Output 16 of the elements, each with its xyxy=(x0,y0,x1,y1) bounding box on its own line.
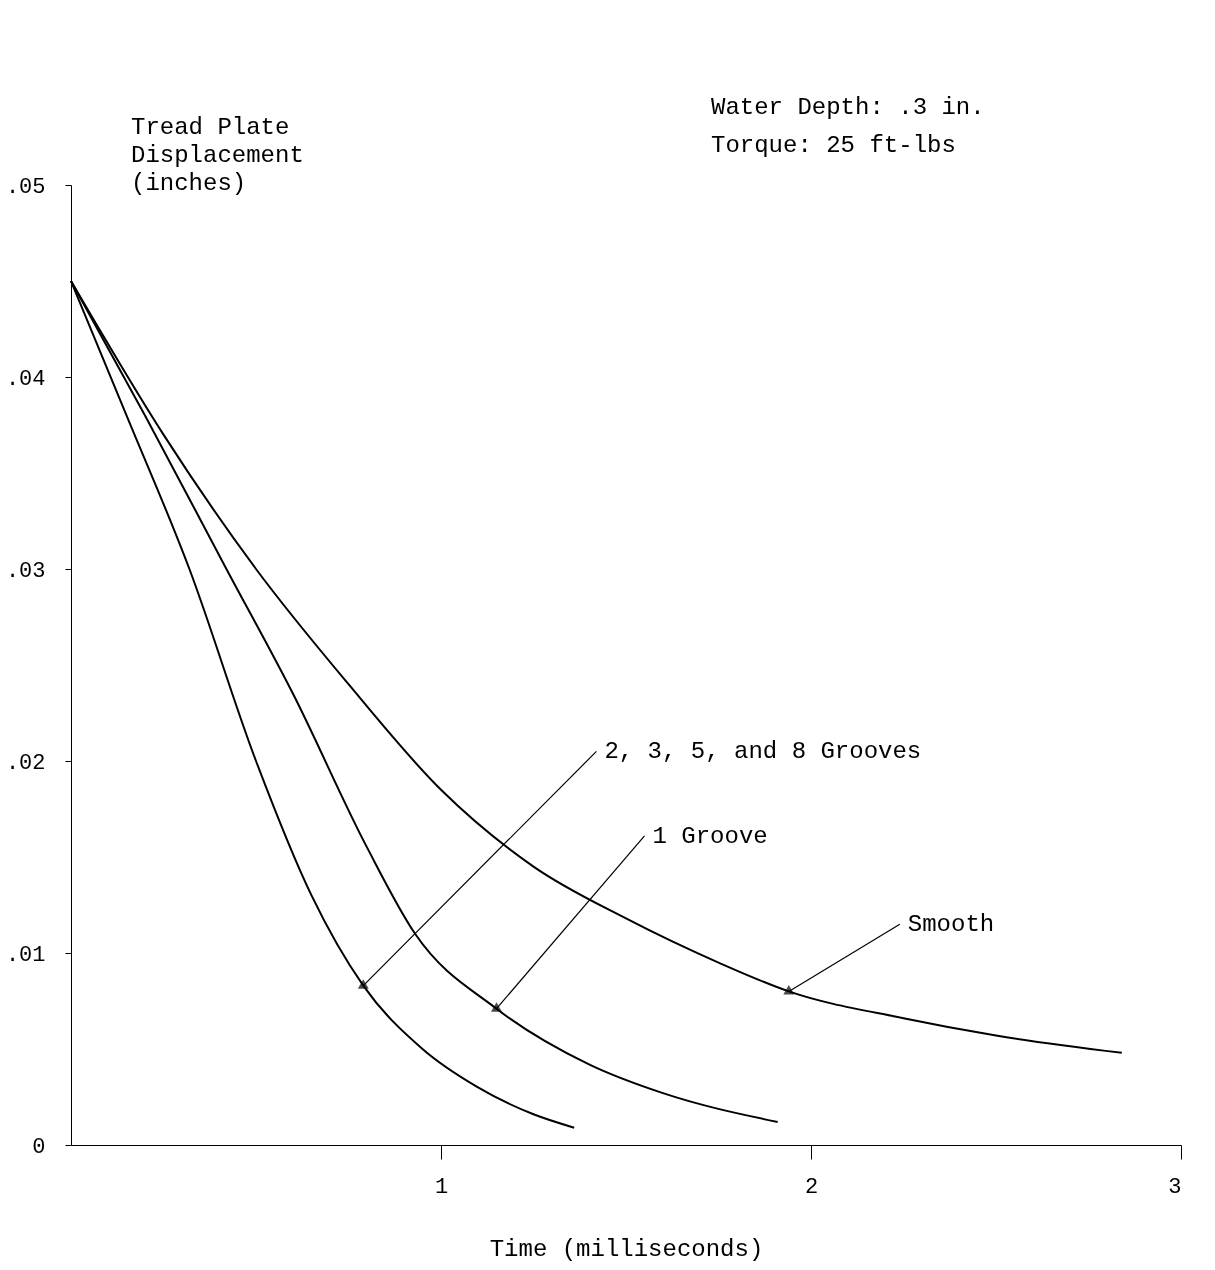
x-tick-label: 3 xyxy=(1168,1174,1182,1200)
text: 2, 3, 5, and 8 Grooves xyxy=(604,738,922,766)
x-tick-label: 1 xyxy=(434,1174,449,1200)
y-tick-label: .05 xyxy=(5,174,46,200)
text: Water Depth: .3 in. xyxy=(711,94,985,121)
text: Smooth xyxy=(907,911,995,939)
x-axis-title: Time (milliseconds) xyxy=(489,1235,764,1263)
y-tick-label: .03 xyxy=(5,558,46,584)
x-tick-label: 2 xyxy=(804,1174,819,1200)
y-axis-title: Tread Plate Displacement (inches) xyxy=(131,114,304,197)
y-tick-label: .01 xyxy=(5,942,46,968)
y-tick-label: .04 xyxy=(5,366,46,392)
y-tick-label: .02 xyxy=(5,750,46,776)
text: 1 Groove xyxy=(652,822,768,850)
text: Torque: 25 ft-lbs xyxy=(711,132,956,159)
y-tick-label: 0 xyxy=(32,1134,46,1160)
